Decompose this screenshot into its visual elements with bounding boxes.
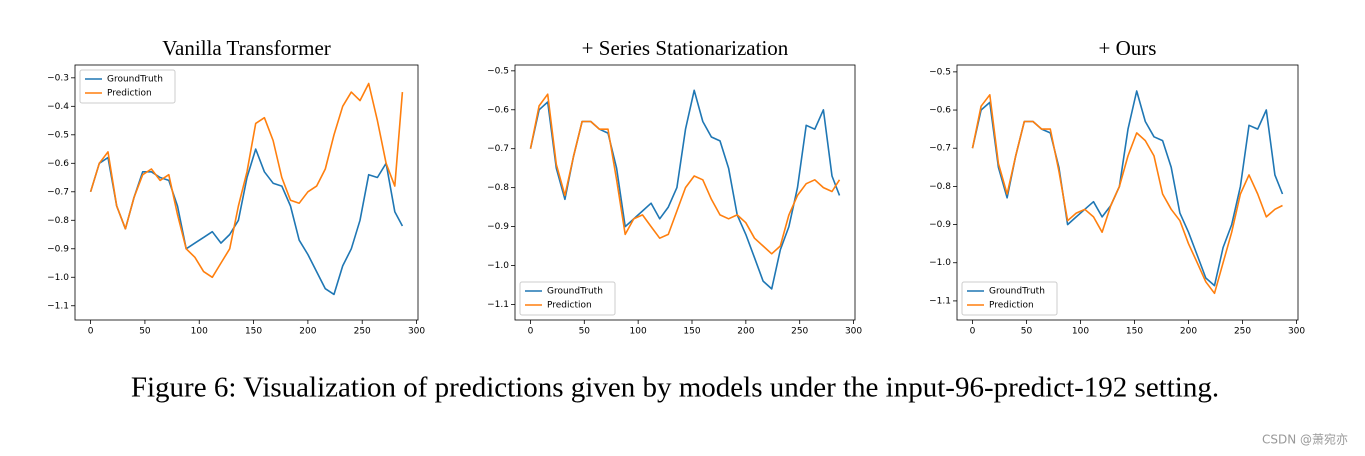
y-tick-label: −1.1	[487, 300, 509, 310]
y-tick-label: −1.0	[929, 258, 951, 268]
series-line	[971, 90, 1284, 287]
axes-frame	[514, 64, 856, 321]
legend-box	[961, 281, 1058, 316]
legend-label: Prediction	[107, 89, 152, 99]
watermark: CSDN @萧宛亦	[1262, 432, 1348, 447]
x-tick-label: 250	[1234, 327, 1251, 337]
series-line	[89, 82, 404, 279]
series-line	[89, 148, 404, 296]
x-tick-label: 50	[1021, 327, 1033, 337]
y-tick-label: −0.5	[47, 130, 69, 140]
y-tick-label: −1.0	[487, 261, 509, 271]
series-line	[971, 94, 1283, 295]
y-tick-label: −1.1	[47, 301, 69, 311]
x-tick-label: 300	[1288, 327, 1305, 337]
y-tick-label: −0.6	[487, 105, 509, 115]
x-tick-label: 0	[528, 327, 534, 337]
y-tick-label: −0.8	[929, 182, 951, 192]
series-line	[529, 93, 841, 255]
y-tick-label: −0.8	[47, 216, 69, 226]
y-tick-label: −0.9	[487, 222, 509, 232]
x-tick-label: 100	[191, 327, 208, 337]
y-tick-label: −0.4	[47, 102, 69, 112]
legend-label: GroundTruth	[547, 287, 603, 297]
x-tick-label: 50	[579, 327, 591, 337]
y-tick-label: −0.9	[929, 220, 951, 230]
y-tick-label: −1.1	[929, 296, 951, 306]
x-tick-label: 100	[630, 327, 647, 337]
y-tick-label: −1.0	[47, 273, 69, 283]
x-tick-label: 200	[1180, 327, 1197, 337]
legend-box	[519, 281, 616, 316]
caption: Figure 6: Visualization of predictions g…	[131, 372, 1219, 404]
y-tick-label: −0.7	[929, 144, 951, 154]
x-tick-label: 150	[245, 327, 262, 337]
legend-label: GroundTruth	[989, 287, 1045, 297]
legend-box	[79, 69, 176, 104]
x-tick-label: 300	[408, 327, 425, 337]
x-tick-label: 150	[1126, 327, 1143, 337]
x-tick-label: 150	[683, 327, 700, 337]
chart-title: + Series Stationarization	[582, 36, 789, 60]
y-tick-label: −0.8	[487, 183, 509, 193]
x-tick-label: 250	[354, 327, 371, 337]
y-tick-label: −0.6	[47, 159, 69, 169]
y-tick-label: −0.5	[487, 66, 509, 76]
chart-title: Vanilla Transformer	[162, 36, 331, 60]
legend-label: GroundTruth	[107, 75, 163, 85]
y-tick-label: −0.9	[47, 244, 69, 254]
legend-label: Prediction	[547, 301, 592, 311]
x-tick-label: 0	[88, 327, 94, 337]
x-tick-label: 50	[139, 327, 151, 337]
chart-title: + Ours	[1099, 36, 1157, 60]
y-tick-label: −0.7	[47, 187, 69, 197]
x-tick-label: 200	[299, 327, 316, 337]
x-tick-label: 300	[845, 327, 862, 337]
y-tick-label: −0.3	[47, 73, 69, 83]
y-tick-label: −0.7	[487, 144, 509, 154]
axes-frame	[74, 64, 419, 321]
x-tick-label: 0	[970, 327, 976, 337]
x-tick-label: 100	[1072, 327, 1089, 337]
legend-label: Prediction	[989, 301, 1034, 311]
axes-frame	[956, 64, 1299, 321]
x-tick-label: 200	[737, 327, 754, 337]
y-tick-label: −0.6	[929, 106, 951, 116]
y-tick-label: −0.5	[929, 67, 951, 77]
x-tick-label: 250	[791, 327, 808, 337]
